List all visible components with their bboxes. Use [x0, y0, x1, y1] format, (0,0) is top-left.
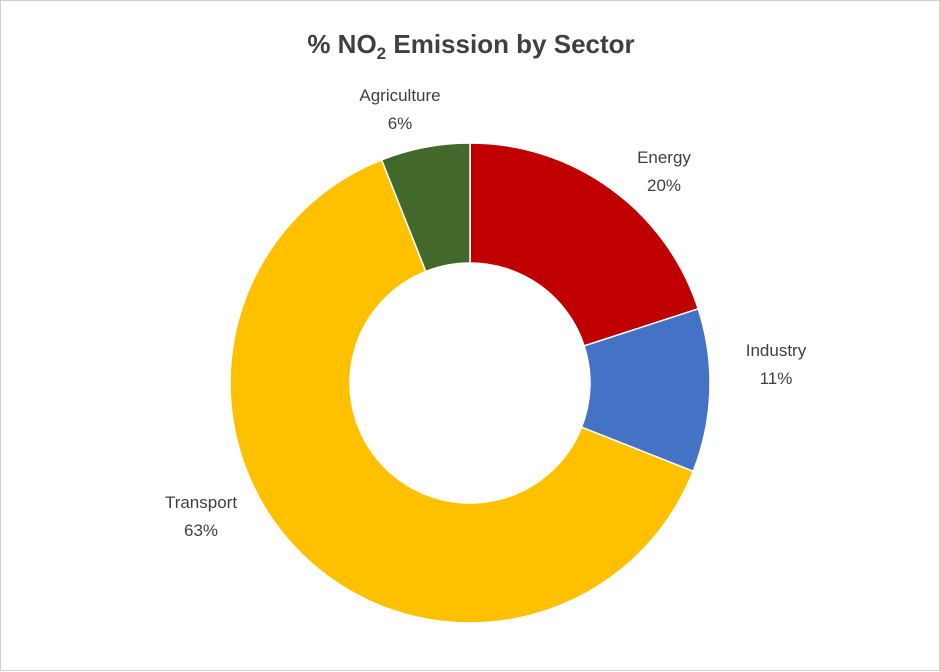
slice-energy: [469, 142, 700, 347]
slice-transport: [229, 158, 695, 624]
label-agriculture-name: Agriculture: [359, 86, 440, 105]
label-transport: Transport 63%: [165, 493, 237, 540]
label-transport-value: 63%: [184, 521, 218, 540]
title-subscript: 2: [377, 44, 386, 63]
slice-agriculture: [380, 142, 471, 273]
label-energy: Energy 20%: [637, 148, 691, 195]
label-transport-name: Transport: [165, 493, 237, 512]
slices-group: [229, 142, 711, 624]
label-agriculture-value: 6%: [388, 114, 413, 133]
label-industry-name: Industry: [746, 341, 807, 360]
title-rest: Emission by Sector: [386, 29, 635, 59]
label-agriculture: Agriculture 6%: [359, 86, 440, 133]
title-main: % NO: [307, 29, 376, 59]
chart-title: % NO2 Emission by Sector: [307, 29, 634, 63]
label-industry: Industry 11%: [746, 341, 807, 388]
label-energy-name: Energy: [637, 148, 691, 167]
label-energy-value: 20%: [647, 176, 681, 195]
label-industry-value: 11%: [760, 369, 793, 388]
